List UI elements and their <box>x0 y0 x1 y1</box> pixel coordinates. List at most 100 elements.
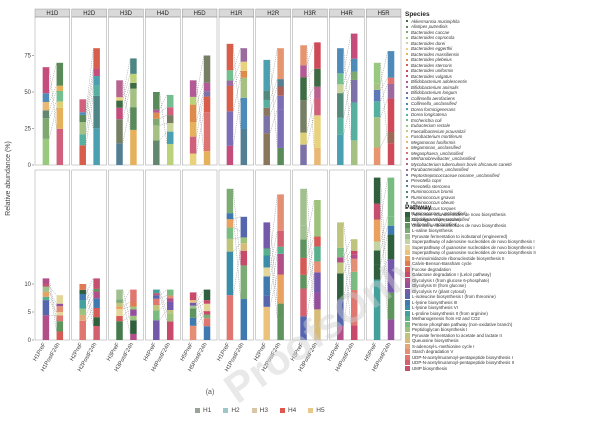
connector-line <box>86 76 93 122</box>
bar-segment <box>130 320 137 334</box>
connector-line <box>123 58 130 97</box>
bottom-bar <box>79 284 86 340</box>
bar-segment <box>227 70 234 80</box>
bar-segment <box>314 200 321 237</box>
group-legend-swatch <box>280 408 285 413</box>
connector-line <box>344 103 351 135</box>
facet-panel-bottom <box>72 170 107 340</box>
bar-segment <box>351 255 358 259</box>
bar-segment <box>190 306 197 309</box>
legend-swatch <box>405 344 410 349</box>
facet-strip-label: H2R <box>267 11 280 17</box>
legend-swatch <box>406 92 408 94</box>
bar-segment <box>153 310 160 320</box>
y-tick-label-bottom: 10 <box>24 282 31 288</box>
facet-panel-bottom <box>219 170 254 340</box>
bar-segment <box>337 73 344 84</box>
connector-line <box>233 48 240 70</box>
bar-segment <box>300 145 307 165</box>
connector-line <box>380 226 387 251</box>
bar-segment <box>241 98 248 129</box>
bar-segment <box>351 251 358 255</box>
connector-line <box>307 246 314 274</box>
connector-line <box>123 290 130 303</box>
legend-swatch <box>406 185 408 187</box>
bar-segment <box>130 89 137 108</box>
bar-segment <box>300 225 307 239</box>
facet-strip-label: H2D <box>83 11 96 17</box>
connector-line <box>196 290 203 303</box>
group-legend-label: H5 <box>316 407 324 414</box>
bar-segment <box>227 81 234 86</box>
legend-swatch <box>405 338 410 343</box>
y-tick-label-top: 0 <box>28 163 32 169</box>
group-legend-label: H1 <box>203 407 211 414</box>
connector-line <box>160 295 167 298</box>
connector-line <box>270 60 277 148</box>
bar-segment <box>277 148 284 165</box>
bar-segment <box>300 189 307 225</box>
bar-segment <box>93 96 100 129</box>
bar-segment <box>167 132 174 144</box>
bar-segment <box>167 144 174 165</box>
bar-segment <box>374 90 381 101</box>
bar-segment <box>337 222 344 247</box>
connector-line <box>233 237 240 238</box>
bottom-bar <box>130 290 137 340</box>
bar-segment <box>79 134 86 145</box>
legend-swatch <box>406 180 408 182</box>
bar-segment <box>314 246 321 261</box>
bar-segment <box>227 219 234 227</box>
bar-segment <box>374 63 381 84</box>
bar-segment <box>351 239 358 251</box>
bar-segment <box>204 56 211 83</box>
group-legend-label: H3 <box>260 407 268 414</box>
legend-swatch <box>405 228 410 233</box>
pathway-legend: Pathway Adenosine ribonucleotides de nov… <box>405 205 600 371</box>
connector-line <box>270 247 277 277</box>
bar-segment <box>57 331 64 340</box>
bar-segment <box>374 101 381 117</box>
top-bar <box>130 58 137 165</box>
bar-segment <box>116 316 123 321</box>
legend-swatch <box>406 174 408 176</box>
pathway-legend-title: Pathway <box>405 205 600 211</box>
bar-segment <box>190 122 197 137</box>
legend-swatch <box>406 42 408 44</box>
bar-segment <box>204 300 211 304</box>
legend-swatch <box>405 283 410 288</box>
legend-swatch <box>406 136 408 138</box>
bar-segment <box>79 112 86 115</box>
legend-swatch <box>405 311 410 316</box>
connector-line <box>270 48 277 90</box>
connector-line <box>196 80 203 151</box>
bar-segment <box>167 115 174 123</box>
bar-segment <box>190 300 197 303</box>
bar-segment <box>241 78 248 98</box>
bar-segment <box>190 308 197 317</box>
legend-swatch <box>405 305 410 310</box>
bar-segment <box>167 295 174 298</box>
bar-segment <box>314 98 321 115</box>
bar-segment <box>130 83 137 89</box>
connector-line <box>160 95 167 110</box>
bar-segment <box>43 278 50 284</box>
top-bar <box>190 80 197 165</box>
bar-segment <box>277 275 284 304</box>
bar-segment <box>43 292 50 297</box>
bar-segment <box>374 117 381 147</box>
bar-segment <box>190 292 197 300</box>
bar-segment <box>241 48 248 61</box>
group-legend-item: H4 <box>280 407 296 414</box>
connector-line <box>160 298 167 305</box>
bottom-bar <box>43 278 50 340</box>
bar-segment <box>190 318 197 326</box>
bar-segment <box>93 85 100 95</box>
facet-strip-label: H5R <box>378 11 391 17</box>
facet-strip-label: H3R <box>304 11 317 17</box>
bar-segment <box>241 217 248 232</box>
bottom-bar <box>227 189 234 340</box>
bar-segment <box>204 290 211 301</box>
legend-swatch <box>405 294 410 299</box>
